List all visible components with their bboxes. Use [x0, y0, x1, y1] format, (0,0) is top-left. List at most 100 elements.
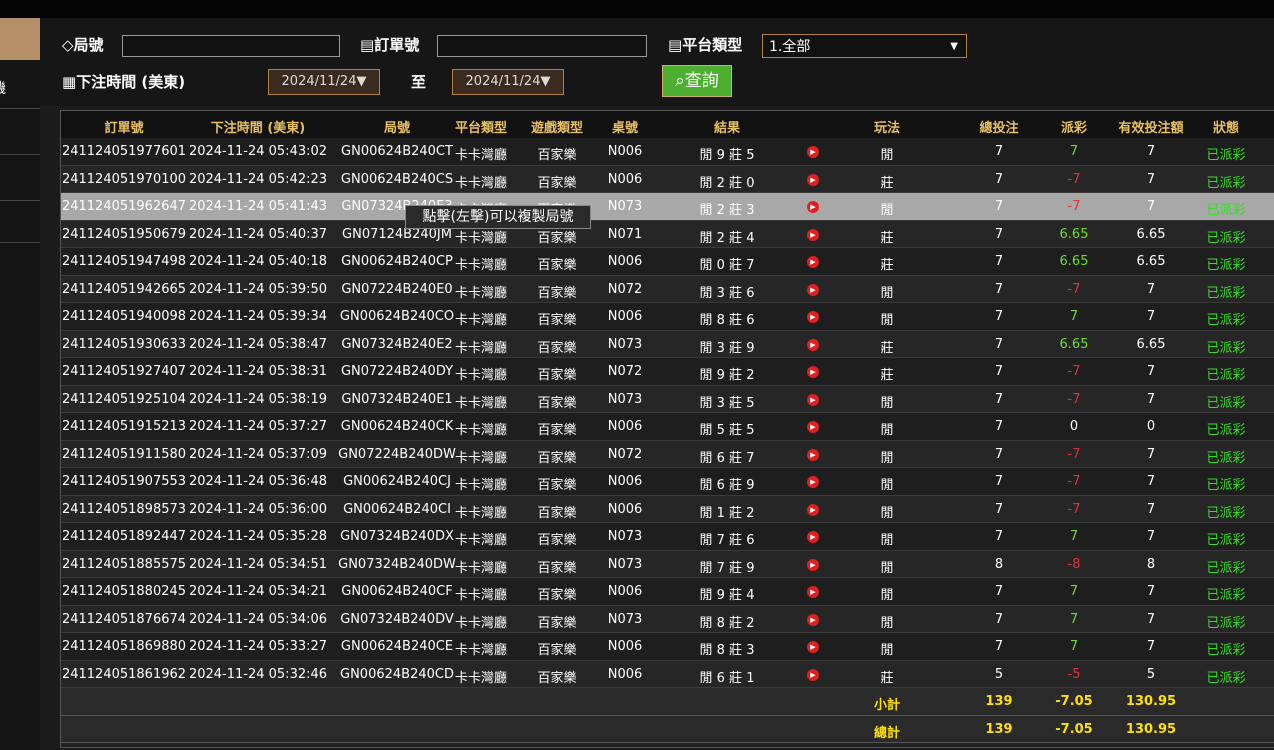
table-cell[interactable]: GN00624B240CO [339, 309, 455, 324]
table-row[interactable] [61, 385, 1274, 413]
table-row[interactable] [61, 578, 1274, 606]
table-cell[interactable]: GN00624B240CI [343, 501, 451, 517]
table-cell[interactable]: GN07324B240DW [338, 556, 456, 572]
table-cell: 7 [994, 611, 1004, 627]
query-button[interactable]: ⌕查詢 [662, 65, 732, 97]
table-cell: N006 [607, 254, 643, 269]
table-cell[interactable]: GN07324B240E1 [341, 391, 453, 407]
play-icon[interactable]: ▶ [807, 641, 819, 653]
table-cell[interactable]: GN00624B240CT [341, 144, 453, 159]
table-cell: 7 [994, 391, 1004, 407]
play-icon[interactable]: ▶ [807, 201, 819, 213]
table-row[interactable] [61, 468, 1274, 496]
table-cell[interactable]: GN00624B240CE [340, 639, 454, 654]
header-cell: 狀態 [1212, 121, 1240, 136]
table-row[interactable] [61, 495, 1274, 523]
table-cell[interactable]: GN07324B240DV [340, 611, 454, 627]
table-row[interactable] [61, 550, 1274, 578]
table-cell: 閒 [880, 285, 894, 301]
table-cell[interactable]: GN07324B240E2 [341, 336, 453, 352]
table-cell: 閒 3 莊 6 [699, 285, 755, 301]
table-cell[interactable]: GN00624B240CF [341, 584, 453, 599]
play-icon[interactable]: ▶ [807, 338, 819, 351]
header-cell: 桌號 [611, 121, 639, 136]
table-cell[interactable]: GN00624B240CJ [343, 474, 451, 489]
play-icon[interactable]: ▶ [807, 173, 819, 186]
table-cell: N073 [607, 529, 643, 544]
table-row[interactable] [61, 660, 1274, 688]
table-cell: 閒 [880, 533, 894, 548]
play-icon[interactable]: ▶ [807, 256, 819, 268]
table-row[interactable] [61, 165, 1274, 193]
round-input[interactable] [122, 35, 340, 57]
table-cell: 241124051947498 [61, 254, 187, 269]
table-cell[interactable]: GN07224B240DY [340, 364, 454, 379]
play-icon[interactable]: ▶ [807, 586, 819, 598]
sidebar-active[interactable] [0, 18, 40, 60]
table-cell: 5 [994, 666, 1004, 682]
date-from[interactable]: 2024/11/24▼ [268, 69, 380, 95]
table-cell[interactable]: GN07324B240DX [340, 529, 454, 544]
table-cell: 241124051940098 [61, 309, 187, 324]
table-cell: 241124051915213 [61, 419, 187, 434]
table-cell: 7 [994, 281, 1004, 297]
play-icon[interactable]: ▶ [807, 283, 819, 296]
table-cell: 卡卡灣廳 [454, 395, 508, 411]
table-cell: N006 [607, 171, 643, 187]
table-row[interactable] [61, 248, 1274, 276]
table-row[interactable] [61, 633, 1274, 661]
table-cell: 7 [1069, 584, 1079, 599]
order-input[interactable] [437, 35, 647, 57]
table-cell[interactable]: GN00624B240CD [340, 666, 454, 682]
play-icon[interactable]: ▶ [807, 366, 819, 378]
table-row[interactable] [61, 523, 1274, 551]
play-icon[interactable]: ▶ [807, 311, 819, 323]
table-cell: 2024-11-24 05:35:28 [188, 529, 328, 544]
table-cell: 241124051970100 [61, 171, 187, 187]
play-icon[interactable]: ▶ [807, 421, 819, 433]
sidebar-item[interactable]: 機 [0, 78, 6, 98]
table-row[interactable] [61, 193, 1274, 221]
play-icon[interactable]: ▶ [807, 476, 819, 488]
table-row[interactable] [61, 303, 1274, 331]
play-icon[interactable]: ▶ [807, 503, 819, 516]
play-icon[interactable]: ▶ [807, 448, 819, 461]
table-cell: 已派彩 [1206, 368, 1246, 383]
play-icon[interactable]: ▶ [807, 393, 819, 406]
table-cell: 卡卡灣廳 [454, 533, 508, 548]
play-icon[interactable]: ▶ [807, 228, 819, 241]
play-icon[interactable]: ▶ [807, 558, 819, 571]
table-cell: 卡卡灣廳 [454, 175, 508, 191]
table-row[interactable] [61, 275, 1274, 303]
play-icon[interactable]: ▶ [807, 531, 819, 543]
table-row[interactable] [61, 220, 1274, 248]
table-cell: 百家樂 [537, 285, 577, 301]
table-row[interactable] [61, 330, 1274, 358]
table-cell: 6.65 [1059, 226, 1089, 242]
summary-cell: 小計 [873, 698, 901, 713]
table-cell[interactable]: GN00624B240CP [341, 254, 453, 269]
table-cell: 閒 [880, 450, 894, 466]
divider [0, 242, 40, 243]
table-cell[interactable]: GN00624B240CK [340, 419, 454, 434]
table-row[interactable] [61, 440, 1274, 468]
table-cell[interactable]: GN00624B240CS [340, 171, 454, 187]
table-cell: -7 [1067, 364, 1081, 379]
table-cell: 7 [1146, 501, 1156, 517]
table-row[interactable] [61, 605, 1274, 633]
play-icon[interactable]: ▶ [807, 613, 819, 626]
date-to[interactable]: 2024/11/24▼ [452, 69, 564, 95]
header-cell: 局號 [383, 121, 411, 136]
play-icon[interactable]: ▶ [807, 668, 819, 681]
table-cell[interactable]: GN07224B240E0 [341, 281, 453, 297]
table-row[interactable] [61, 413, 1274, 441]
table-cell[interactable]: GN07224B240DW [338, 446, 456, 462]
table-row[interactable] [61, 138, 1274, 166]
table-cell: 7 [1146, 474, 1156, 489]
table-cell: N006 [607, 474, 643, 489]
table-cell[interactable]: GN07124B240JM [342, 226, 452, 242]
play-icon[interactable]: ▶ [807, 146, 819, 158]
table-row[interactable] [61, 358, 1274, 386]
platform-select[interactable]: 1.全部 ▼ [762, 34, 967, 58]
table-cell: 7 [1146, 391, 1156, 407]
